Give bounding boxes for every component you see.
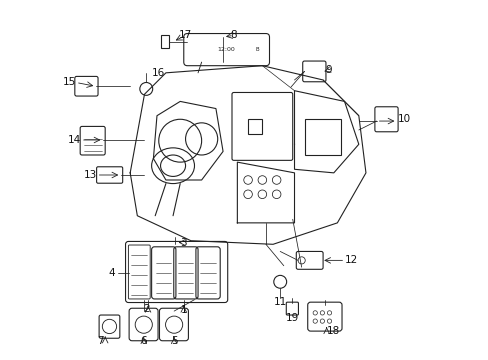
Text: 8: 8 bbox=[230, 30, 237, 40]
Text: B: B bbox=[255, 47, 258, 52]
Text: 12:00: 12:00 bbox=[217, 47, 235, 52]
Text: 9: 9 bbox=[325, 65, 331, 75]
Text: 12: 12 bbox=[345, 255, 358, 265]
Text: 7: 7 bbox=[98, 336, 104, 346]
Text: 3: 3 bbox=[180, 238, 187, 248]
Bar bbox=[160, 35, 169, 48]
Bar bbox=[247, 119, 262, 134]
Text: 4: 4 bbox=[108, 268, 115, 278]
Text: 15: 15 bbox=[62, 77, 76, 87]
Text: 11: 11 bbox=[273, 297, 286, 307]
Text: 14: 14 bbox=[67, 135, 81, 145]
Text: 19: 19 bbox=[285, 312, 298, 323]
Text: 10: 10 bbox=[397, 114, 410, 124]
Text: 16: 16 bbox=[151, 68, 164, 78]
Bar bbox=[305, 119, 340, 155]
Text: 6: 6 bbox=[140, 337, 147, 346]
Text: 5: 5 bbox=[170, 337, 177, 346]
Text: 2: 2 bbox=[142, 304, 149, 314]
Text: 1: 1 bbox=[180, 305, 187, 315]
Text: 13: 13 bbox=[83, 170, 97, 180]
Text: 18: 18 bbox=[326, 326, 339, 336]
Text: 17: 17 bbox=[179, 30, 192, 40]
